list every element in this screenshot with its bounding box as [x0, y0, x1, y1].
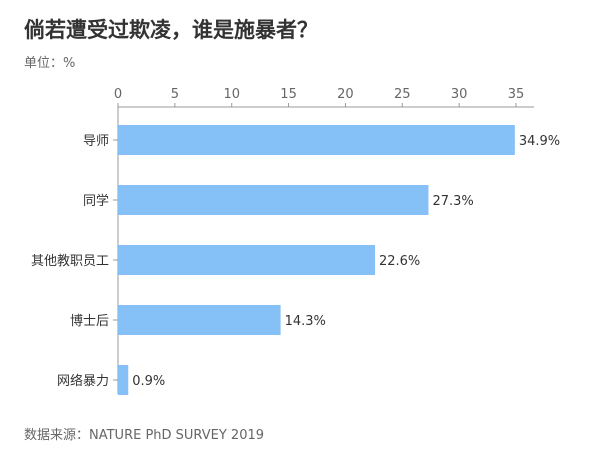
category-label: 网络暴力 — [57, 373, 109, 389]
x-tick-label: 10 — [223, 87, 240, 102]
category-label: 其他教职员工 — [31, 253, 109, 269]
bar — [118, 125, 515, 155]
data-label: 27.3% — [432, 194, 473, 209]
x-tick-label: 20 — [337, 87, 354, 102]
x-tick-label: 30 — [451, 87, 468, 102]
x-tick-label: 5 — [171, 87, 179, 102]
unit-label: 单位：% — [24, 56, 76, 71]
x-tick-label: 0 — [114, 87, 122, 102]
x-tick-label: 35 — [508, 87, 525, 102]
data-label: 22.6% — [379, 254, 420, 269]
data-label: 34.9% — [519, 134, 560, 149]
bar — [118, 245, 375, 275]
chart-title: 倘若遭受过欺凌，谁是施暴者？ — [24, 18, 318, 42]
source-note: 数据来源：NATURE PhD SURVEY 2019 — [24, 428, 265, 443]
data-label: 0.9% — [132, 374, 165, 389]
category-label: 博士后 — [70, 314, 109, 329]
x-tick-label: 25 — [394, 87, 411, 102]
x-tick-label: 15 — [280, 87, 297, 102]
bar — [118, 185, 429, 215]
category-label: 同学 — [83, 193, 109, 209]
bar — [118, 305, 281, 335]
category-label: 导师 — [83, 134, 109, 149]
data-label: 14.3% — [285, 314, 326, 329]
bar — [118, 365, 129, 395]
